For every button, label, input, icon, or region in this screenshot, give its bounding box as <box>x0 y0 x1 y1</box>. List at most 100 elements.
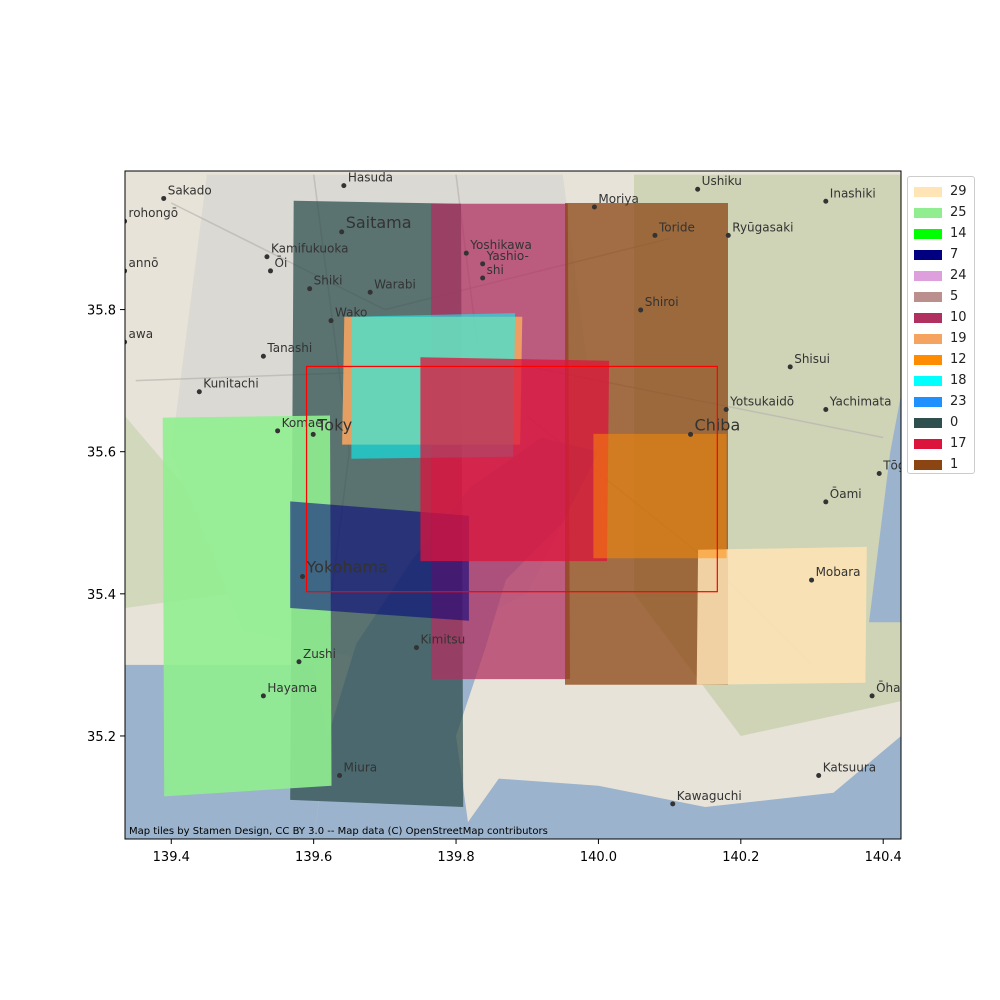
place-label: Miura <box>344 760 378 774</box>
legend-entry: 0 <box>914 412 974 433</box>
place-label: Komae <box>282 416 323 430</box>
legend-label: 23 <box>950 394 967 409</box>
x-tick-label: 140.2 <box>722 850 759 865</box>
legend-swatch <box>914 270 942 281</box>
legend-label: 7 <box>950 247 959 262</box>
map-attribution: Map tiles by Stamen Design, CC BY 3.0 --… <box>129 826 548 837</box>
place-label: Ryūgasaki <box>732 220 793 234</box>
y-tick-label: 35.8 <box>87 304 116 319</box>
place-label: Ushiku <box>702 174 742 188</box>
place-dot <box>337 772 343 778</box>
footprints-layer <box>162 200 867 808</box>
legend-label: 12 <box>950 352 967 367</box>
place-label: Zushi <box>303 647 336 661</box>
place-dot <box>670 801 676 807</box>
legend-swatch <box>914 186 942 197</box>
legend-label: 14 <box>950 226 967 241</box>
place-dot <box>339 229 345 235</box>
legend-entry: 17 <box>914 433 974 454</box>
place-dot <box>823 198 829 204</box>
x-tick-label: 139.6 <box>295 850 332 865</box>
legend-label: 25 <box>950 205 967 220</box>
footprint-17 <box>420 357 610 562</box>
place-labels-layer: Hasuda Sakado Ushiku Inashiki Saitama Moriya r… <box>125 171 920 807</box>
place-label: annō <box>129 256 159 270</box>
place-label: Yoshikawa <box>469 238 532 252</box>
place-dot <box>328 318 334 324</box>
place-dot <box>480 261 486 267</box>
place-dot <box>823 407 829 413</box>
legend: 29 25 14 7 24 5 10 19 12 18 23 0 17 1 <box>907 176 975 474</box>
legend-swatch <box>914 312 942 323</box>
place-dot <box>725 232 731 238</box>
legend-swatch <box>914 333 942 344</box>
place-label: Saitama <box>346 213 412 232</box>
axis-ticks: 139.4 139.6 139.8 140.0 140.2 140.4 35.2 35.4 35… <box>87 304 902 865</box>
place-dot <box>260 693 266 699</box>
legend-swatch <box>914 228 942 239</box>
legend-swatch <box>914 459 942 470</box>
legend-swatch <box>914 375 942 386</box>
place-label: Kunitachi <box>203 377 258 391</box>
place-dot <box>787 364 793 370</box>
legend-entry: 10 <box>914 307 974 328</box>
place-dot <box>296 659 302 665</box>
place-dot <box>688 431 694 437</box>
place-label: Wako <box>335 306 367 320</box>
legend-label: 0 <box>950 415 959 430</box>
place-dot <box>367 289 373 295</box>
footprint-12 <box>593 433 727 559</box>
legend-label: 19 <box>950 331 967 346</box>
place-dot <box>413 645 419 651</box>
place-label: Hayama <box>267 681 317 695</box>
place-label: Shisui <box>794 352 830 366</box>
place-dot <box>809 577 815 583</box>
place-label: Yashio- <box>486 249 529 263</box>
place-label: rohongō <box>129 206 179 220</box>
place-label: Yokohama <box>306 558 388 577</box>
place-label: Kimitsu <box>420 633 465 647</box>
place-label: Ōi <box>275 256 288 270</box>
place-label: Shiki <box>314 274 343 288</box>
place-dot <box>341 183 347 189</box>
place-label: Tōgan <box>882 458 920 472</box>
place-label: Inashiki <box>830 186 876 200</box>
legend-entry: 25 <box>914 202 974 223</box>
place-dot <box>300 574 306 580</box>
place-label: Ōami <box>830 487 862 501</box>
pacific-ocean <box>456 736 901 839</box>
place-dot <box>463 250 469 256</box>
x-tick-label: 139.4 <box>153 850 190 865</box>
legend-entry: 1 <box>914 454 974 475</box>
place-dot <box>161 195 167 201</box>
legend-swatch <box>914 249 942 260</box>
place-label: Sakado <box>168 183 212 197</box>
place-dot <box>591 204 597 210</box>
legend-entry: 12 <box>914 349 974 370</box>
place-dot <box>196 389 202 395</box>
y-tick-label: 35.4 <box>87 588 116 603</box>
place-label: Tanashi <box>266 341 312 355</box>
place-label: Ōha <box>876 681 900 695</box>
legend-label: 29 <box>950 184 967 199</box>
place-dot <box>816 772 822 778</box>
place-label: Hasuda <box>348 171 393 185</box>
pacific-ocean-east <box>869 394 901 623</box>
legend-entry: 5 <box>914 286 974 307</box>
legend-swatch <box>914 396 942 407</box>
legend-swatch <box>914 438 942 449</box>
place-dot <box>869 693 875 699</box>
place-label: Mobara <box>816 565 861 579</box>
x-tick-label: 139.8 <box>437 850 474 865</box>
place-dot <box>275 428 281 434</box>
legend-entry: 14 <box>914 223 974 244</box>
legend-entry: 24 <box>914 265 974 286</box>
place-label: Warabi <box>374 277 416 291</box>
bounding-box <box>305 365 718 593</box>
place-dot <box>307 286 313 292</box>
place-dot <box>260 353 266 359</box>
place-dot <box>480 275 486 281</box>
place-dot <box>125 339 128 345</box>
legend-entry: 19 <box>914 328 974 349</box>
place-dot <box>125 268 128 274</box>
